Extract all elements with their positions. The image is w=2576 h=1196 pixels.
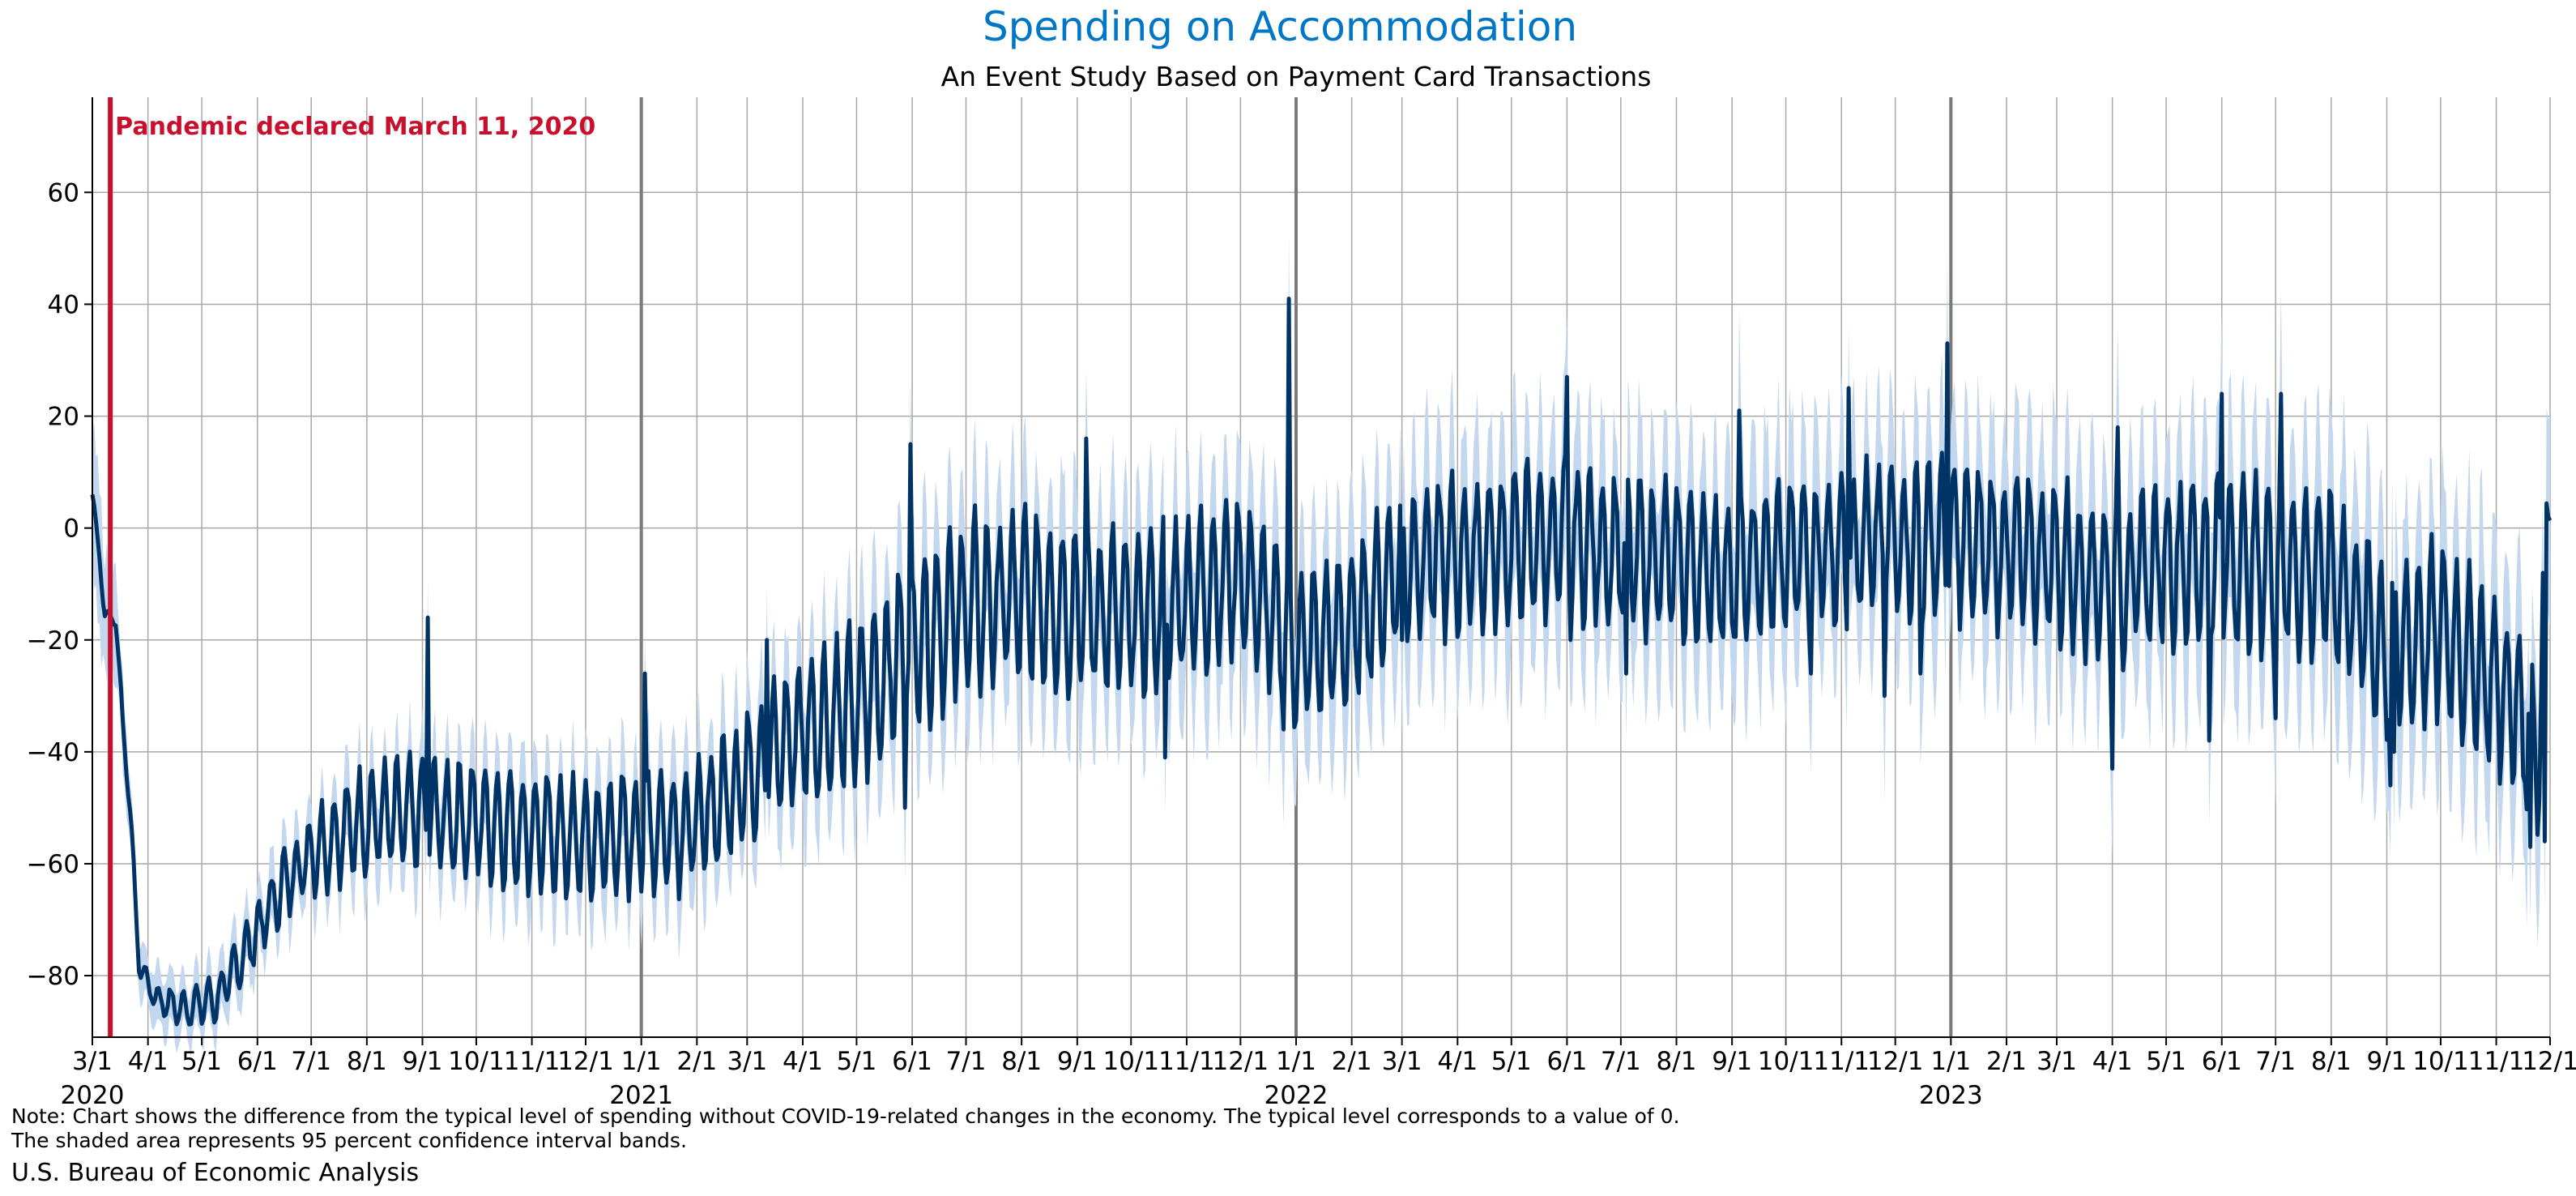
y-tick-label: −60 — [27, 850, 79, 879]
x-tick-label: 8/1 — [1657, 1047, 1697, 1076]
x-tick-label: 3/1 — [2036, 1047, 2077, 1076]
x-tick-label: 9/1 — [1712, 1047, 1752, 1076]
chart-title: Spending on Accommodation — [983, 3, 1577, 50]
annotation-layer: Pandemic declared March 11, 2020 — [108, 97, 595, 1037]
chart-subtitle: An Event Study Based on Payment Card Tra… — [941, 61, 1652, 92]
y-tick-label: 40 — [48, 290, 79, 319]
x-tick-label: 10/1 — [448, 1047, 505, 1076]
y-tick-label: −40 — [27, 738, 79, 767]
series-line — [90, 297, 2553, 1027]
x-tick-label: 2/1 — [676, 1047, 717, 1076]
x-tick-label: 7/1 — [2255, 1047, 2296, 1076]
y-tick-label: 20 — [48, 403, 79, 432]
x-tick-label: 1/1 — [1930, 1047, 1971, 1076]
x-tick-label: 10/1 — [1102, 1047, 1159, 1076]
x-tick-label: 12/1 — [1213, 1047, 1269, 1076]
x-tick-label: 12/1 — [2522, 1047, 2576, 1076]
x-tick-label: 6/1 — [2202, 1047, 2242, 1076]
x-tick-label: 4/1 — [128, 1047, 168, 1076]
x-tick-label: 10/1 — [1758, 1047, 1815, 1076]
footnote-line-1: Note: Chart shows the difference from th… — [11, 1104, 1680, 1128]
x-tick-label: 2/1 — [1332, 1047, 1372, 1076]
x-tick-label: 12/1 — [557, 1047, 614, 1076]
y-tick-label: 60 — [48, 178, 79, 207]
x-tick-label: 7/1 — [1601, 1047, 1641, 1076]
x-tick-label: 10/1 — [2412, 1047, 2469, 1076]
x-tick-label: 6/1 — [237, 1047, 278, 1076]
x-tick-label: 3/1 — [1382, 1047, 1422, 1076]
x-tick-label: 5/1 — [1491, 1047, 1532, 1076]
x-tick-label: 9/1 — [2367, 1047, 2408, 1076]
footnote-line-2: The shaded area represents 95 percent co… — [11, 1129, 687, 1152]
x-tick-label: 11/1 — [2468, 1047, 2525, 1076]
year-label: 2022 — [1265, 1081, 1329, 1110]
x-tick-label: 8/1 — [2311, 1047, 2352, 1076]
x-tick-label: 11/1 — [1813, 1047, 1870, 1076]
x-tick-label: 6/1 — [892, 1047, 932, 1076]
series-line-layer — [90, 297, 2553, 1027]
x-tick-label: 1/1 — [1276, 1047, 1316, 1076]
year-label: 2021 — [609, 1081, 673, 1110]
x-tick-label: 3/1 — [727, 1047, 767, 1076]
x-tick-label: 11/1 — [1158, 1047, 1215, 1076]
x-tick-label: 6/1 — [1546, 1047, 1587, 1076]
y-tick-label: 0 — [63, 515, 79, 544]
x-tick-label: 7/1 — [291, 1047, 331, 1076]
x-tick-label: 4/1 — [1437, 1047, 1478, 1076]
y-tick-label: −80 — [27, 962, 79, 991]
y-tick-labels: −80 −60 −40 −20 0 20 40 60 — [27, 178, 79, 991]
x-tick-label: 12/1 — [1867, 1047, 1924, 1076]
x-tick-label: 5/1 — [836, 1047, 876, 1076]
axes — [84, 97, 2551, 1045]
x-tick-label: 5/1 — [181, 1047, 222, 1076]
year-label: 2023 — [1919, 1081, 1983, 1110]
y-tick-label: −20 — [27, 626, 79, 656]
x-tick-label: 2/1 — [1986, 1047, 2027, 1076]
x-tick-labels: 3/1 4/1 5/1 6/1 7/1 8/1 9/1 10/1 11/112/1 1/1 2/1 3… — [61, 1047, 2576, 1110]
x-tick-label: 9/1 — [403, 1047, 443, 1076]
source-label: U.S. Bureau of Economic Analysis — [11, 1159, 420, 1187]
x-tick-label: 8/1 — [1001, 1047, 1042, 1076]
x-tick-label: 7/1 — [946, 1047, 987, 1076]
x-tick-label: 8/1 — [347, 1047, 387, 1076]
x-tick-label: 3/1 — [72, 1047, 113, 1076]
x-tick-label: 4/1 — [783, 1047, 823, 1076]
x-tick-label: 11/1 — [504, 1047, 561, 1076]
x-tick-label: 4/1 — [2092, 1047, 2133, 1076]
x-tick-label: 9/1 — [1057, 1047, 1098, 1076]
x-tick-label: 1/1 — [621, 1047, 662, 1076]
year-label: 2020 — [61, 1081, 125, 1110]
pandemic-annotation-label: Pandemic declared March 11, 2020 — [115, 113, 595, 141]
x-tick-label: 5/1 — [2146, 1047, 2186, 1076]
